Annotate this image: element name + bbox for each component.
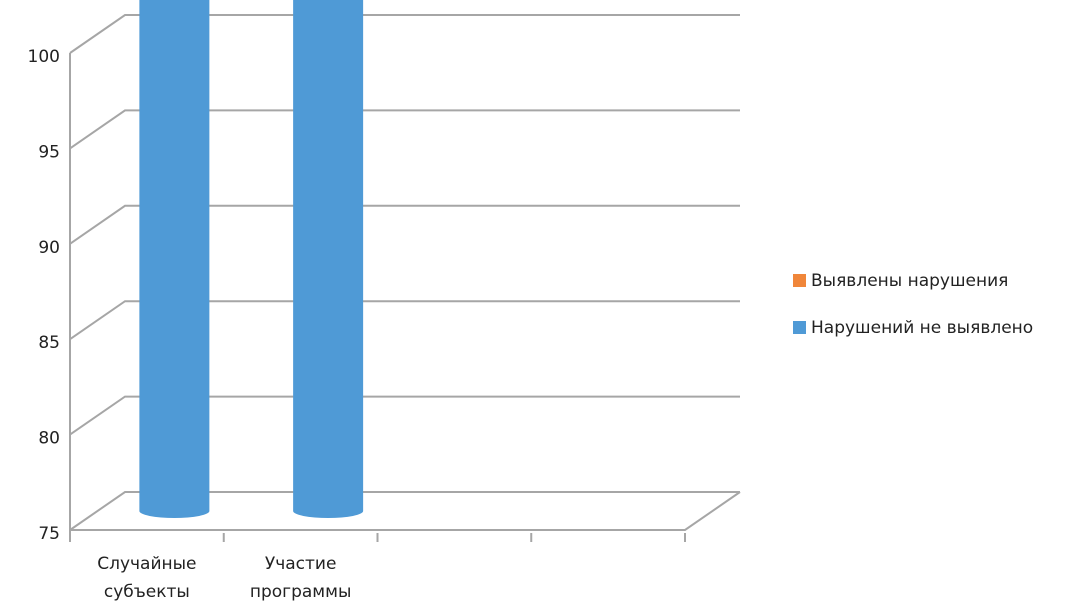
- legend-label: Нарушений не выявлено: [811, 318, 1033, 338]
- y-tick-label: 80: [38, 429, 60, 449]
- floor: [70, 491, 741, 531]
- grid-line: [69, 395, 740, 436]
- y-tick-label: 95: [38, 142, 60, 162]
- x-tick-label: Участие программы: [250, 554, 352, 602]
- bar-segment: [139, 0, 210, 518]
- bar-segment: [293, 0, 364, 518]
- grid-line: [69, 109, 740, 150]
- label-line: Участие: [265, 554, 337, 574]
- label-line: субъекты: [104, 582, 190, 602]
- y-tick-label: 85: [38, 333, 60, 353]
- label-line: Случайные: [97, 554, 196, 574]
- grid-line: [69, 491, 740, 531]
- y-tick-label: 90: [38, 238, 60, 258]
- grid-line: [69, 204, 740, 245]
- legend-swatch: [793, 321, 806, 334]
- grid-line: [69, 14, 740, 54]
- grid-line: [69, 300, 740, 341]
- y-tick-label: 75: [38, 524, 60, 544]
- x-tick-label: Случайные субъекты: [97, 554, 196, 602]
- y-tick-label: 100: [28, 47, 60, 67]
- label-line: программы: [250, 582, 352, 602]
- legend-label: Выявлены нарушения: [811, 271, 1008, 291]
- legend-swatch: [793, 274, 806, 287]
